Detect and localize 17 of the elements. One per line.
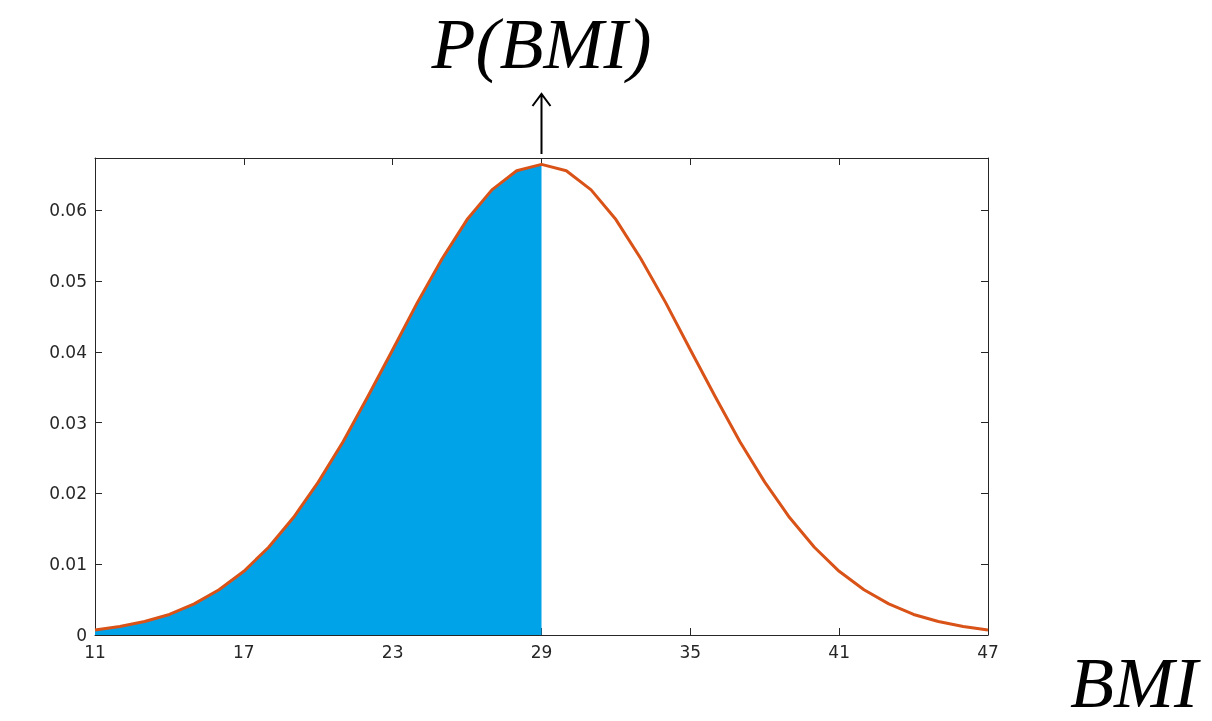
y-tick-label: 0.06 bbox=[49, 200, 87, 221]
x-tick-label: 29 bbox=[530, 641, 553, 662]
y-tick-label: 0.02 bbox=[49, 483, 87, 504]
x-tick-label: 11 bbox=[84, 641, 106, 662]
x-tick-label: 17 bbox=[233, 641, 255, 662]
y-tick-label: 0.01 bbox=[49, 554, 87, 575]
line-series bbox=[93, 162, 990, 632]
y-tick-label: 0.05 bbox=[49, 271, 87, 292]
x-tick-label: 23 bbox=[381, 641, 404, 662]
x-axis-title: BMI bbox=[1070, 643, 1202, 721]
y-tick-label: 0.03 bbox=[49, 412, 87, 433]
y-tick-label: 0 bbox=[76, 625, 87, 645]
x-tick-label: 35 bbox=[679, 641, 702, 662]
x-tick-label: 41 bbox=[828, 641, 850, 662]
y-tick-label: 0.04 bbox=[49, 341, 87, 362]
x-tick-label: 47 bbox=[977, 641, 999, 662]
chart-title: P(BMI) bbox=[430, 4, 652, 84]
